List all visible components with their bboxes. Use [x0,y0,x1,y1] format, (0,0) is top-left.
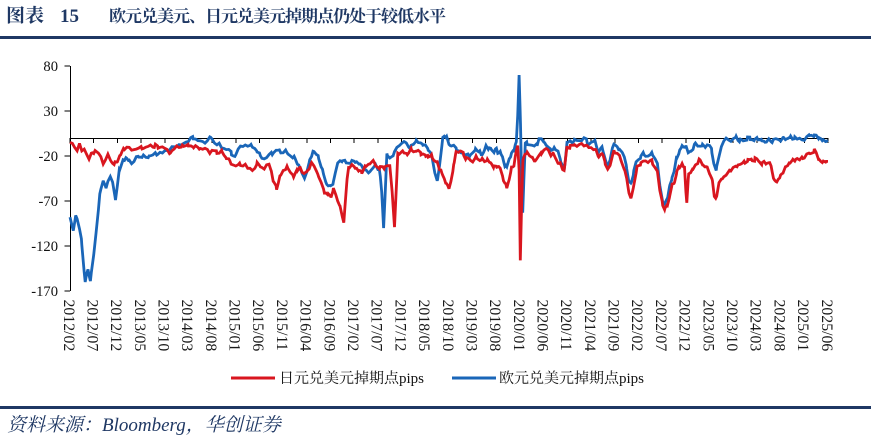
svg-text:2015/01: 2015/01 [226,300,243,352]
svg-text:2023/05: 2023/05 [699,300,716,352]
svg-text:2018/10: 2018/10 [439,300,456,352]
svg-text:2017/02: 2017/02 [344,300,361,352]
svg-text:2012/07: 2012/07 [83,300,100,352]
svg-text:2023/10: 2023/10 [723,300,740,352]
svg-text:2014/03: 2014/03 [178,300,195,352]
svg-text:2025/01: 2025/01 [794,300,811,352]
svg-text:2020/11: 2020/11 [557,300,574,351]
svg-text:2022/12: 2022/12 [676,300,693,352]
svg-text:2012/02: 2012/02 [60,300,77,352]
svg-text:2025/06: 2025/06 [818,300,835,352]
svg-text:2013/05: 2013/05 [131,300,148,352]
svg-text:2016/09: 2016/09 [320,300,337,352]
svg-text:2019/03: 2019/03 [462,300,479,352]
svg-text:2024/08: 2024/08 [770,300,787,352]
svg-text:2021/04: 2021/04 [581,300,598,352]
svg-text:2017/12: 2017/12 [391,300,408,352]
svg-text:2020/06: 2020/06 [534,300,551,352]
svg-text:2021/09: 2021/09 [605,300,622,352]
svg-text:-120: -120 [31,239,58,255]
svg-text:欧元兑美元掉期点pips: 欧元兑美元掉期点pips [499,367,644,388]
svg-text:30: 30 [43,104,58,120]
svg-text:-20: -20 [39,149,58,165]
svg-text:2016/04: 2016/04 [297,300,314,352]
svg-text:2019/08: 2019/08 [486,300,503,352]
svg-text:日元兑美元掉期点pips: 日元兑美元掉期点pips [279,367,424,388]
svg-text:2013/10: 2013/10 [155,300,172,352]
svg-text:2015/06: 2015/06 [249,300,266,352]
svg-text:2022/02: 2022/02 [628,300,645,352]
svg-text:80: 80 [43,59,58,75]
svg-text:-70: -70 [39,194,58,210]
svg-text:2024/03: 2024/03 [747,300,764,352]
svg-text:2022/07: 2022/07 [652,300,669,352]
svg-text:2018/05: 2018/05 [415,300,432,352]
svg-text:2015/11: 2015/11 [273,300,290,351]
svg-text:2012/12: 2012/12 [107,300,124,352]
svg-text:2014/08: 2014/08 [202,300,219,352]
svg-text:2017/07: 2017/07 [368,300,385,352]
svg-text:-170: -170 [31,284,58,300]
svg-text:2020/01: 2020/01 [510,300,527,352]
